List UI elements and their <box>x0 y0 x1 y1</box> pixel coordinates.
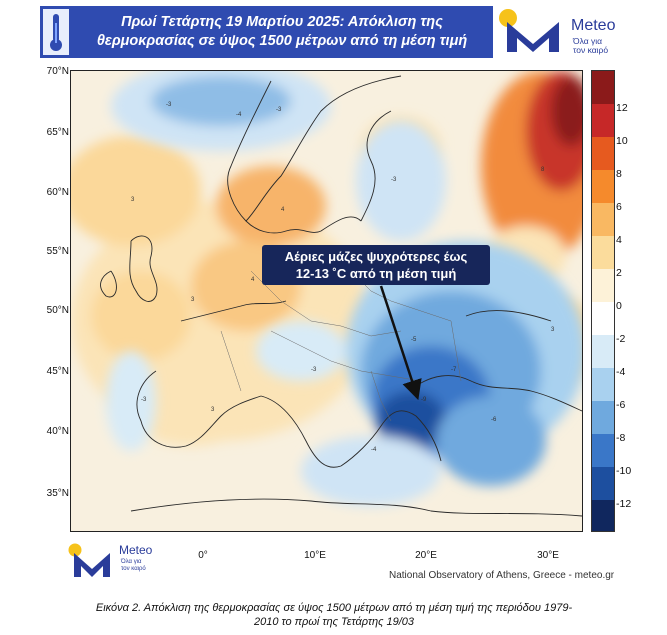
meteo-logo-small: Meteo Όλα για τον καιρό <box>66 541 156 581</box>
legend-segment <box>592 137 614 170</box>
svg-text:-6: -6 <box>491 417 497 423</box>
legend-tick-2: 2 <box>616 267 622 279</box>
lon-label-10e: 10°E <box>304 550 326 561</box>
svg-text:3: 3 <box>191 297 195 303</box>
legend-tick-neg10: -10 <box>616 465 632 477</box>
svg-text:3: 3 <box>131 197 135 203</box>
lat-label-55: 55°N <box>46 246 69 257</box>
legend-tick-6: 6 <box>616 201 622 213</box>
svg-text:3: 3 <box>211 407 215 413</box>
legend-segment <box>592 467 614 500</box>
data-credit: National Observatory of Athens, Greece -… <box>389 570 615 581</box>
callout-box: Αέριες μάζες ψυχρότερες έως 12-13 ˚C από… <box>262 245 490 285</box>
logo-wordmark: Meteo <box>571 17 616 34</box>
title-line-2: θερμοκρασίας σε ύψος 1500 μέτρων από τη … <box>96 33 468 49</box>
temperature-anomaly-map: -3-4-3 344 3-3-5 -7-9-6 -483 -3-3-3 3-3 <box>70 70 583 532</box>
title-banner: Πρωί Τετάρτης 19 Μαρτίου 2025: Απόκλιση … <box>40 6 493 58</box>
logo-small-tagline-line-2: τον καιρό <box>121 566 146 572</box>
lat-label-45: 45°N <box>46 366 69 377</box>
lat-label-60: 60°N <box>46 187 69 198</box>
lat-label-70: 70°N <box>46 66 69 77</box>
legend-segment <box>592 71 614 104</box>
legend-segment <box>592 104 614 137</box>
svg-text:-4: -4 <box>236 112 242 118</box>
legend-tick-8: 8 <box>616 168 622 180</box>
legend-segment <box>592 302 614 335</box>
logo-small-wordmark: Meteo <box>119 543 153 557</box>
callout-arrow <box>379 285 422 401</box>
title-line-1: Πρωί Τετάρτης 19 Μαρτίου 2025: Απόκλιση … <box>121 14 443 30</box>
meteo-logo-mark <box>499 9 559 52</box>
lon-label-20e: 20°E <box>415 550 437 561</box>
logo-tagline-line-2: τον καιρό <box>573 45 609 55</box>
caption-line-2: 2010 το πρωί της Τετάρτης 19/03 <box>253 616 415 628</box>
legend-segment <box>592 401 614 434</box>
legend-tick-neg4: -4 <box>616 366 626 378</box>
page-title: Πρωί Τετάρτης 19 Μαρτίου 2025: Απόκλιση … <box>74 6 490 58</box>
legend-segment <box>592 335 614 368</box>
svg-text:-4: -4 <box>371 447 377 453</box>
svg-text:3: 3 <box>551 327 555 333</box>
legend-tick-10: 10 <box>616 135 628 147</box>
legend-segment <box>592 368 614 401</box>
logo-small-tagline-line-1: Όλα για <box>121 559 142 565</box>
logo-tagline-line-1: Όλα για <box>573 36 603 46</box>
legend-tick-neg6: -6 <box>616 399 626 411</box>
lat-label-40: 40°N <box>46 426 69 437</box>
lon-label-30e: 30°E <box>537 550 559 561</box>
lon-label-0: 0° <box>198 550 208 561</box>
legend-tick-neg8: -8 <box>616 432 626 444</box>
legend-segment <box>592 203 614 236</box>
logo-tagline: Όλα για τον καιρό <box>573 37 608 55</box>
legend-tick-0: 0 <box>616 300 622 312</box>
svg-text:-3: -3 <box>141 397 147 403</box>
legend-tick-12: 12 <box>616 102 628 114</box>
lat-label-35: 35°N <box>46 488 69 499</box>
color-scale-legend <box>591 70 615 532</box>
svg-text:-3: -3 <box>391 177 397 183</box>
meteo-logo-small-mark <box>68 543 110 577</box>
caption-line-1: Εικόνα 2. Απόκλιση της θερμοκρασίας σε ύ… <box>95 602 573 614</box>
lat-label-50: 50°N <box>46 305 69 316</box>
legend-segment <box>592 500 614 531</box>
svg-text:4: 4 <box>251 277 255 283</box>
legend-tick-4: 4 <box>616 234 622 246</box>
figure-caption: Εικόνα 2. Απόκλιση της θερμοκρασίας σε ύ… <box>10 601 658 629</box>
coastlines <box>100 75 582 517</box>
svg-text:4: 4 <box>281 207 285 213</box>
legend-segment <box>592 236 614 269</box>
svg-text:-9: -9 <box>421 397 427 403</box>
svg-text:-3: -3 <box>276 107 282 113</box>
legend-segment <box>592 269 614 302</box>
legend-tick-neg12: -12 <box>616 498 632 510</box>
svg-text:-7: -7 <box>451 367 457 373</box>
logo-small-tagline: Όλα για τον καιρό <box>121 559 146 573</box>
svg-text:-3: -3 <box>311 367 317 373</box>
lat-label-65: 65°N <box>46 127 69 138</box>
legend-tick-neg2: -2 <box>616 333 626 345</box>
legend-segment <box>592 170 614 203</box>
svg-text:8: 8 <box>541 167 545 173</box>
legend-segment <box>592 434 614 467</box>
callout-line-1: Αέριες μάζες ψυχρότερες έως <box>284 249 468 264</box>
map-canvas: -3-4-3 344 3-3-5 -7-9-6 -483 -3-3-3 3-3 <box>71 71 582 531</box>
thermometer-icon <box>43 9 69 55</box>
meteo-logo: Meteo Όλα για τον καιρό <box>495 6 635 58</box>
svg-text:-5: -5 <box>411 337 417 343</box>
svg-text:-3: -3 <box>166 102 172 108</box>
callout-line-2: 12-13 ˚C από τη μέση τιμή <box>295 266 457 281</box>
